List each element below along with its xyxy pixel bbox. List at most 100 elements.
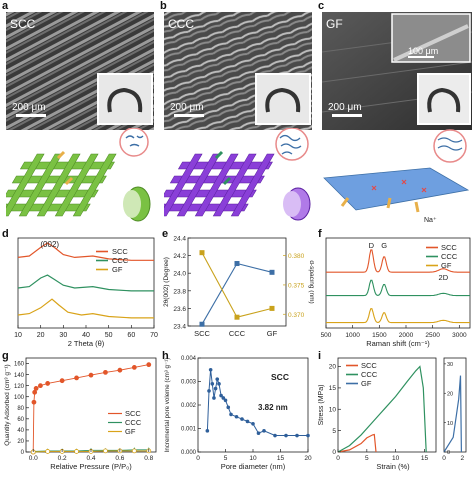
x-tick-label-inset: 2 (461, 455, 465, 462)
x-axis-label: Strain (%) (376, 462, 410, 471)
raman-line-ccc (326, 279, 470, 297)
y-tick-label-left: 24.4 (173, 236, 186, 243)
y-axis-label: Quantity Adsorbed (cm³ g⁻¹) (4, 364, 11, 445)
isotherm-point-scc (59, 378, 65, 384)
pore-point (256, 431, 261, 435)
plot-frame (197, 357, 309, 453)
isotherm-point-scc (88, 372, 94, 378)
panel-c: c 100 μm GF 200 μm (316, 0, 474, 130)
y-tick-label: 0.004 (181, 356, 197, 362)
legend-label-ccc: CCC (112, 256, 129, 265)
legend-label-scc: SCC (361, 361, 377, 370)
y-tick-label: 20 (17, 439, 24, 445)
panel-letter: b (160, 0, 167, 12)
panel-letter: a (2, 0, 9, 12)
isotherm-point-gf (45, 449, 51, 454)
sample-label: SCC (10, 17, 36, 31)
panel-b: b CCC 200 μm (158, 0, 314, 130)
pore-point (245, 419, 250, 424)
scale-bar-label: 200 μm (12, 102, 46, 113)
peak-label: D (369, 241, 375, 250)
isotherm-point-scc (146, 362, 152, 368)
chart-h-pore-distribution: 0.000 0.001 0.002 0.003 0.004 0 5 10 15 20 Pore di… (164, 356, 312, 471)
pore-point (215, 377, 220, 381)
schematic-scc (6, 128, 151, 222)
pore-point (217, 382, 221, 386)
y-tick-label: 0.002 (181, 403, 197, 409)
peak-label: G (381, 241, 387, 250)
y-tick-label: 140 (14, 373, 25, 379)
panel-letter: c (318, 0, 325, 12)
x-tick-label: 0.4 (86, 455, 95, 462)
panel-letter: g (2, 350, 9, 362)
svg-text:Na⁺: Na⁺ (424, 217, 437, 224)
plot-frame (25, 357, 157, 453)
legend-label-gf: GF (361, 379, 372, 388)
sample-label: GF (326, 17, 343, 31)
peak-label: 2D (439, 273, 449, 282)
pore-point (273, 433, 277, 438)
peak-label: (002) (40, 240, 59, 249)
isotherm-point-gf (74, 449, 79, 454)
isotherm-point-gf (131, 448, 137, 454)
legend-label-gf: GF (125, 427, 136, 436)
raman-line-scc (326, 249, 470, 273)
marker-dspacing (269, 305, 275, 311)
pore-point (212, 396, 216, 400)
isotherm-point-scc (103, 369, 108, 375)
x-tick-label: 0 (336, 455, 340, 462)
isotherm-point-scc (74, 375, 79, 381)
legend-label-gf: GF (441, 261, 452, 270)
x-tick-label: CCC (229, 329, 246, 338)
scale-bar-label: 200 μm (328, 102, 362, 113)
y-tick-label: 0.000 (181, 450, 197, 456)
isotherm-point-scc (117, 367, 123, 373)
pore-point (205, 429, 210, 433)
x-axis-label: Pore diameter (nm) (221, 462, 286, 471)
inset-scale-label: 100 μm (408, 46, 438, 56)
y-tick-label: 0 (332, 449, 336, 456)
x-tick-label: 70 (150, 332, 158, 339)
y-tick-label: 20 (329, 364, 337, 371)
x-tick-label: 10 (392, 455, 400, 462)
sem-image-gf: 100 μm GF 200 μm (322, 12, 472, 130)
scale-bar (332, 114, 362, 117)
chart-e-dspacing: 23.4 23.6 23.8 24.0 24.2 24.4 0.370 0.375 0.380 S… (163, 236, 314, 339)
panel-letter: f (318, 228, 322, 240)
xrd-line-ccc (17, 274, 154, 292)
x-axis-label: 2 Theta (θ) (68, 339, 105, 348)
marker-2theta (234, 261, 240, 267)
pore-point (207, 389, 211, 393)
legend-label-scc: SCC (112, 247, 128, 256)
pore-point (210, 382, 215, 386)
x-tick-label: 2500 (425, 332, 440, 339)
x-axis-label: Raman shift (cm⁻¹) (366, 339, 430, 348)
legend-label-gf: GF (112, 265, 123, 274)
legend-label-scc: SCC (125, 409, 141, 418)
y-tick-label-right: 0.370 (288, 312, 305, 319)
y-tick-label: 40 (17, 428, 24, 434)
panel-letter: d (2, 228, 9, 240)
scale-bar-label: 200 μm (170, 102, 204, 113)
raman-line-gf (326, 308, 470, 324)
pore-point (221, 396, 226, 400)
marker-2theta (269, 269, 275, 275)
pore-point (234, 414, 239, 419)
x-tick-label: 10 (14, 332, 22, 339)
x-tick-label: 5 (365, 455, 369, 462)
pore-point (226, 405, 231, 410)
legend-label-ccc: CCC (361, 370, 378, 379)
y-tick-label: 80 (17, 406, 24, 412)
isotherm-point-gf (103, 448, 108, 454)
panel-letter: e (162, 228, 169, 240)
chart-g-adsorption: 0 20 40 60 80 100 120 140 160 0.0 0.2 0.4 0.6 0.8 Rela… (4, 357, 157, 471)
x-tick-label: 1000 (345, 332, 360, 339)
y-tick-label-right: 0.380 (288, 253, 305, 260)
x-tick-label: 30 (59, 332, 67, 339)
y-axis-label-right: d-spacing (nm) (308, 260, 314, 303)
y-tick-label: 10 (329, 406, 337, 413)
stress-line-gf (443, 375, 462, 453)
x-tick-label: 3000 (452, 332, 467, 339)
x-tick-label: 0.8 (144, 455, 153, 462)
